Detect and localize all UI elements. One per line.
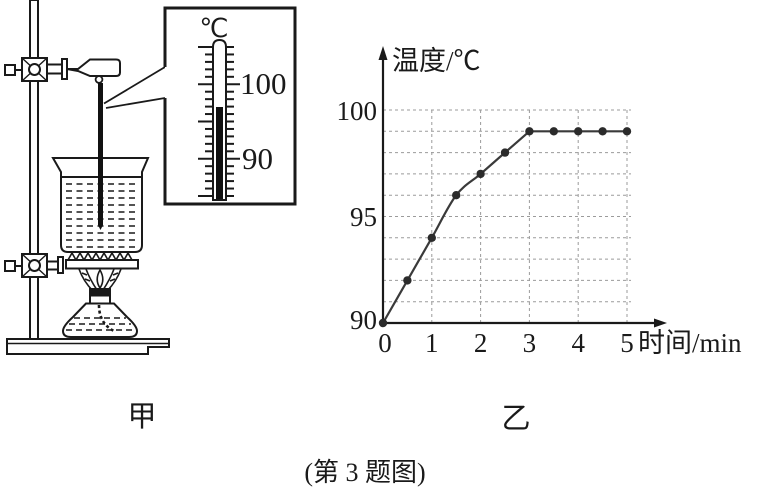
x-axis-arrow-icon — [654, 318, 667, 328]
clamp-lower — [4, 253, 64, 278]
data-series — [378, 127, 632, 328]
clamp-upper — [4, 57, 121, 82]
y-tick-90: 90 — [350, 305, 377, 335]
heating-curve-graph: 温度/℃ 时间/min 100 95 90 0 1 2 3 4 5 — [337, 46, 742, 358]
mercury-column — [216, 107, 223, 199]
data-point — [525, 127, 534, 136]
y-axis-title: 温度/℃ — [392, 46, 481, 76]
x-tick-4: 4 — [571, 328, 585, 358]
wick — [97, 304, 115, 333]
data-point — [452, 191, 461, 200]
x-tick-0: 0 — [378, 328, 392, 358]
axes — [381, 56, 657, 325]
flame — [78, 268, 122, 292]
thermometer — [94, 75, 104, 230]
data-point — [598, 127, 607, 136]
data-point — [427, 233, 436, 242]
data-point — [549, 127, 558, 136]
inset-scale-ticks — [198, 46, 240, 197]
data-point — [500, 148, 510, 157]
data-point — [378, 318, 388, 328]
y-tick-100: 100 — [337, 96, 378, 126]
data-point — [476, 169, 485, 179]
thumbscrew-icon — [4, 64, 16, 76]
data-point — [574, 127, 583, 136]
y-tick-labels: 100 95 90 — [337, 96, 378, 335]
x-tick-5: 5 — [620, 328, 634, 358]
data-point — [403, 276, 412, 285]
boss-screw-icon — [28, 259, 41, 272]
data-point — [622, 127, 632, 136]
callout-lines — [103, 66, 166, 109]
heating-curve — [382, 130, 627, 324]
x-tick-3: 3 — [523, 328, 537, 358]
inset-label-90: 90 — [242, 141, 273, 176]
gauze-zigzag — [67, 251, 133, 262]
boss-screw-icon — [28, 63, 41, 76]
stand-rod — [29, 0, 39, 342]
stand-base — [6, 338, 170, 355]
retort-stand — [6, 0, 170, 355]
thermometer-tip — [98, 225, 103, 230]
inset-label-100: 100 — [240, 66, 287, 101]
clamp-holder — [66, 58, 121, 77]
grid-lines — [383, 109, 631, 323]
wire-gauze — [65, 251, 139, 270]
thumbscrew-icon — [4, 260, 16, 272]
thermometer-inset: ℃ 100 90 — [163, 6, 297, 206]
figure-caption: (第 3 题图) — [304, 458, 425, 487]
inner-flame-icon — [96, 268, 104, 290]
ring-plate — [65, 259, 139, 270]
x-tick-labels: 0 1 2 3 4 5 — [378, 328, 634, 358]
x-tick-2: 2 — [474, 328, 488, 358]
wick-collar — [89, 294, 111, 305]
graph-caption: 乙 — [501, 403, 530, 435]
x-axis-title: 时间/min — [638, 328, 742, 358]
alcohol-burner — [61, 288, 139, 338]
y-axis-arrow-icon — [378, 46, 388, 60]
burner-flask — [61, 302, 139, 338]
x-tick-1: 1 — [425, 328, 439, 358]
y-tick-95: 95 — [350, 202, 377, 232]
thermometer-ring — [94, 75, 104, 84]
apparatus-caption: 甲 — [127, 401, 156, 433]
inset-unit-label: ℃ — [199, 14, 228, 43]
